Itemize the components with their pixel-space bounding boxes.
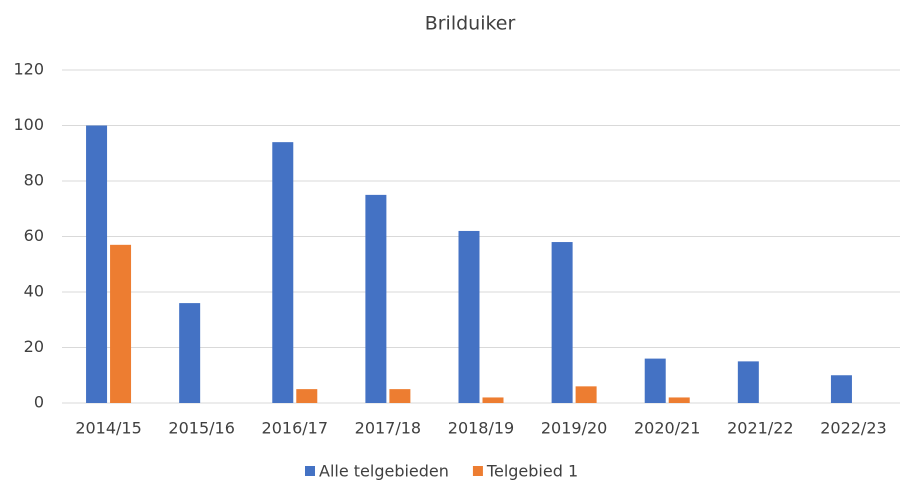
y-tick-label: 100 — [13, 115, 44, 134]
x-tick-label: 2014/15 — [75, 419, 141, 438]
x-tick-label: 2018/19 — [448, 419, 514, 438]
bar — [365, 194, 387, 403]
x-tick-label: 2022/23 — [820, 419, 886, 438]
x-tick-label: 2015/16 — [168, 419, 234, 438]
legend-swatch — [305, 466, 315, 476]
bar — [551, 242, 573, 403]
y-tick-label: 120 — [13, 60, 44, 79]
bar — [179, 303, 201, 403]
chart-title: Brilduiker — [425, 13, 516, 35]
bar — [86, 125, 108, 403]
y-tick-label: 0 — [34, 393, 44, 412]
x-tick-label: 2020/21 — [634, 419, 700, 438]
bar — [458, 230, 480, 403]
x-tick-label: 2021/22 — [727, 419, 793, 438]
legend-label: Telgebied 1 — [486, 462, 578, 481]
legend-label: Alle telgebieden — [319, 462, 449, 481]
bar — [668, 397, 690, 403]
bar — [110, 244, 132, 403]
bar — [575, 386, 597, 403]
y-tick-label: 40 — [24, 282, 44, 301]
y-tick-label: 80 — [24, 171, 44, 190]
bar — [737, 361, 759, 403]
x-tick-label: 2019/20 — [541, 419, 607, 438]
y-tick-label: 60 — [24, 226, 44, 245]
bar — [644, 358, 666, 403]
bar — [482, 397, 504, 403]
x-tick-label: 2017/18 — [355, 419, 421, 438]
bar — [272, 142, 294, 403]
y-tick-label: 20 — [24, 337, 44, 356]
bar — [830, 375, 852, 403]
legend-swatch — [472, 466, 483, 476]
bar — [296, 389, 318, 403]
x-tick-label: 2016/17 — [262, 419, 328, 438]
bar — [389, 389, 411, 403]
